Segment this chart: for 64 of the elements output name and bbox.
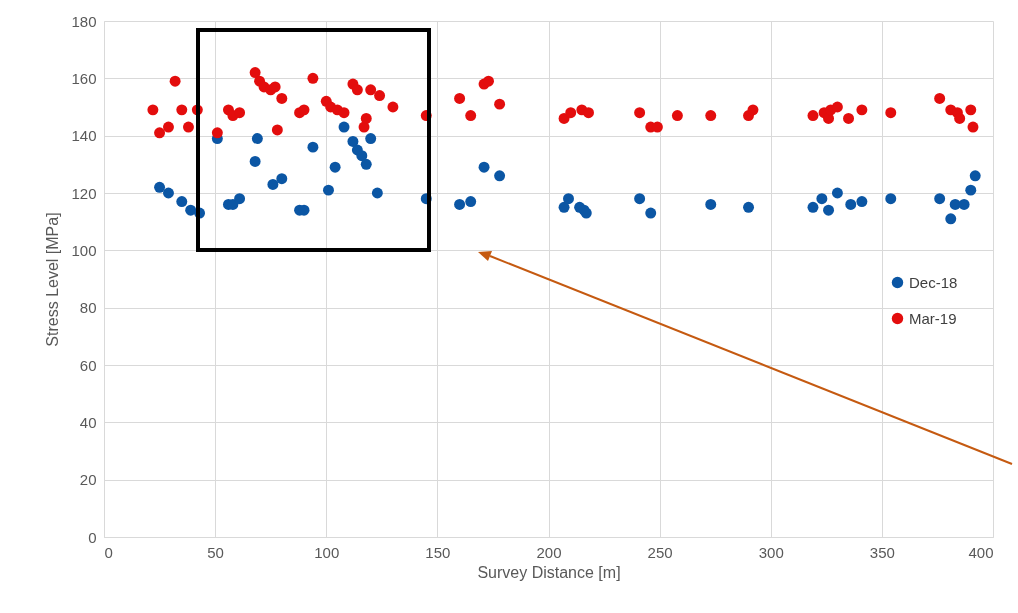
point — [816, 193, 828, 205]
x-axis-title: Survey Distance [m] — [477, 563, 621, 581]
point — [969, 170, 981, 182]
y-tick-label: 180 — [71, 12, 97, 30]
x-tick-label: 300 — [758, 543, 784, 561]
point — [945, 213, 957, 225]
y-tick-label: 40 — [79, 413, 97, 431]
y-tick-label: 0 — [88, 528, 97, 546]
point — [276, 173, 288, 185]
x-tick-label: 250 — [647, 543, 673, 561]
point — [934, 193, 946, 205]
y-tick-label: 160 — [71, 69, 97, 87]
point — [176, 196, 188, 208]
legend-label: Dec-18 — [909, 273, 958, 291]
y-tick-label: 120 — [71, 184, 97, 202]
point — [958, 199, 970, 210]
x-tick-label: 400 — [968, 543, 994, 561]
point — [329, 161, 341, 173]
x-tick-label: 0 — [104, 543, 113, 561]
point — [365, 133, 377, 144]
point — [371, 187, 383, 199]
point — [251, 133, 263, 144]
y-tick-label: 100 — [71, 241, 97, 259]
point — [563, 193, 574, 205]
point — [845, 199, 857, 210]
point — [949, 199, 961, 210]
point — [323, 184, 334, 196]
point — [558, 201, 570, 213]
point — [823, 204, 835, 216]
y-tick-label: 20 — [79, 471, 97, 489]
point — [645, 207, 657, 219]
y-tick-label: 80 — [79, 299, 97, 317]
point — [494, 170, 506, 182]
point — [360, 158, 372, 170]
point — [185, 204, 197, 216]
point — [965, 184, 977, 196]
point — [347, 135, 359, 147]
point — [454, 199, 466, 210]
point — [267, 178, 279, 190]
x-tick-label: 150 — [425, 543, 451, 561]
point — [338, 121, 350, 133]
point — [356, 150, 368, 162]
point — [478, 161, 490, 173]
point — [807, 201, 819, 213]
y-tick-label: 140 — [71, 127, 97, 145]
point — [885, 193, 897, 205]
y-axis-title: Stress Level [MPa] — [44, 212, 62, 347]
point — [154, 181, 166, 193]
point — [856, 196, 868, 208]
point — [831, 187, 843, 199]
x-tick-label: 50 — [207, 543, 224, 561]
x-tick-label: 200 — [536, 543, 562, 561]
x-tick-label: 350 — [869, 543, 895, 561]
legend-label: Mar-19 — [909, 309, 957, 327]
point — [249, 156, 261, 167]
y-tick-label: 60 — [79, 356, 97, 374]
point — [705, 199, 717, 210]
point — [234, 193, 246, 205]
point — [307, 141, 319, 153]
point — [743, 201, 754, 213]
x-tick-label: 100 — [314, 543, 340, 561]
point — [634, 193, 646, 205]
point — [162, 187, 174, 199]
point — [465, 196, 477, 208]
